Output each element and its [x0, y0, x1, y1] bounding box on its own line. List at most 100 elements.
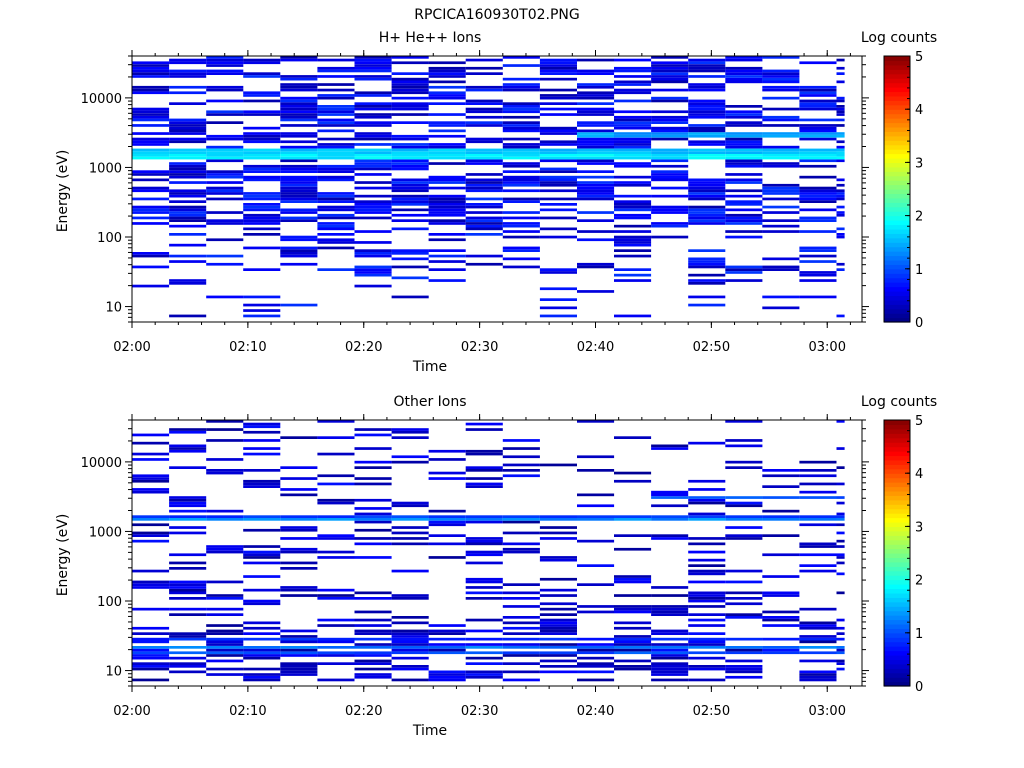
heatmap-cell [280, 526, 318, 529]
heatmap-cell [725, 569, 763, 573]
heatmap-cell [762, 96, 800, 100]
heatmap-cell [280, 110, 318, 114]
heatmap-cell [799, 651, 837, 655]
heatmap-cell [836, 539, 845, 543]
heatmap-cell [725, 219, 763, 222]
heatmap-cell [465, 580, 503, 584]
heatmap-cell [280, 528, 318, 532]
heatmap-cell [243, 656, 281, 660]
heatmap-cell [132, 143, 170, 146]
heatmap-cell [169, 72, 207, 75]
heatmap-cell [799, 624, 837, 627]
heatmap-cell [539, 621, 577, 625]
heatmap-cell [762, 268, 800, 271]
heatmap-cell [688, 189, 726, 193]
heatmap-cell [762, 648, 800, 652]
heatmap-cell [836, 156, 845, 160]
heatmap-cell [688, 148, 726, 152]
heatmap-cell [280, 170, 318, 173]
heatmap-cell [243, 140, 281, 144]
heatmap-cell [651, 586, 689, 589]
heatmap-cell [762, 134, 800, 138]
heatmap-cell [465, 466, 503, 469]
heatmap-cell [391, 162, 429, 165]
heatmap-cell [502, 216, 540, 220]
heatmap-cell [354, 69, 392, 73]
heatmap-cell [539, 132, 577, 135]
heatmap-cell [651, 115, 689, 119]
heatmap-cell [762, 306, 800, 310]
heatmap-cell [651, 670, 689, 674]
heatmap-cell [762, 496, 800, 499]
heatmap-cell [836, 531, 845, 535]
heatmap-cell [169, 444, 207, 448]
heatmap-cell [651, 88, 689, 92]
heatmap-cell [651, 129, 689, 133]
heatmap-cell [651, 444, 689, 448]
heatmap-cell [132, 170, 170, 173]
x-axis-label: Time [412, 359, 447, 375]
heatmap-cell [132, 197, 170, 201]
heatmap-cell [317, 192, 355, 195]
heatmap-cell [317, 550, 355, 554]
heatmap-cell [132, 458, 170, 461]
heatmap-cell [206, 58, 244, 62]
heatmap-cell [502, 121, 540, 124]
heatmap-cell [391, 526, 429, 529]
colorbar-swatch [884, 162, 910, 168]
colorbar-swatch [884, 482, 910, 488]
heatmap-cell [280, 183, 318, 187]
heatmap-cell [614, 577, 652, 581]
heatmap-cell [836, 80, 845, 84]
heatmap-cell [428, 162, 466, 165]
heatmap-cell [243, 553, 281, 557]
colorbar-swatch [884, 610, 910, 616]
heatmap-cell [539, 107, 577, 111]
heatmap-cell [725, 496, 763, 499]
colorbar-swatch [884, 255, 910, 261]
heatmap-cell [206, 654, 244, 657]
heatmap-cell [132, 88, 170, 92]
colorbar-swatch [884, 544, 910, 550]
heatmap-cell [725, 72, 763, 75]
heatmap-cell [577, 493, 615, 497]
heatmap-cell [502, 230, 540, 233]
plot-frame [131, 419, 863, 687]
heatmap-cell [391, 265, 429, 269]
heatmap-cell [280, 96, 318, 100]
heatmap-cell [280, 662, 318, 665]
heatmap-cell [354, 211, 392, 214]
heatmap-cell [206, 181, 244, 184]
heatmap-cell [243, 110, 281, 114]
heatmap-cell [577, 670, 615, 674]
heatmap-cell [762, 553, 800, 557]
heatmap-cell [502, 235, 540, 239]
heatmap-cell [428, 534, 466, 537]
heatmap-cell [688, 624, 726, 627]
heatmap-cell [688, 496, 726, 499]
heatmap-cell [280, 115, 318, 119]
heatmap-cell [539, 594, 577, 597]
heatmap-cell [688, 646, 726, 649]
heatmap-cell [280, 654, 318, 657]
heatmap-cell [651, 224, 689, 228]
heatmap-cell [132, 148, 170, 152]
heatmap-cell [651, 64, 689, 67]
heatmap-cell [502, 518, 540, 521]
heatmap-cell [243, 599, 281, 603]
heatmap-cell [243, 164, 281, 168]
heatmap-cell [428, 678, 466, 682]
heatmap-cell [391, 629, 429, 633]
colorbar-swatch [884, 184, 910, 190]
heatmap-cell [169, 211, 207, 214]
colorbar-swatch [884, 424, 910, 430]
colorbar-swatch [884, 521, 910, 527]
heatmap-cell [317, 651, 355, 655]
heatmap-cell [317, 501, 355, 505]
heatmap-cell [465, 58, 503, 62]
heatmap-cell [391, 143, 429, 146]
heatmap-cell [391, 227, 429, 231]
heatmap-cell [354, 162, 392, 165]
heatmap-cell [280, 75, 318, 78]
